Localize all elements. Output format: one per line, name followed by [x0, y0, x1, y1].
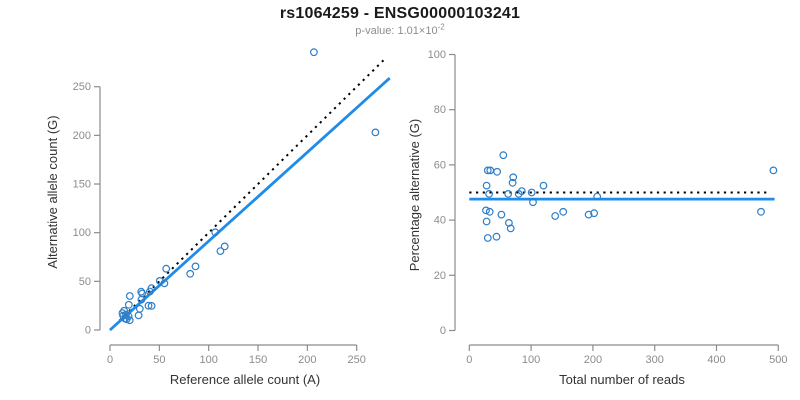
y-tick-label: 0	[85, 325, 91, 337]
data-point	[160, 279, 169, 288]
y-tick-label: 250	[73, 81, 91, 93]
percentage-alternative-plot: 0 20 40 60 80 100 0 100 200 300 400 500 Total number…	[407, 49, 787, 387]
data-point	[310, 48, 318, 57]
data-point	[527, 188, 536, 197]
data-point	[125, 292, 134, 300]
data-point	[137, 287, 146, 296]
data-point	[483, 234, 492, 242]
x-axis-title: Total number of reads	[559, 372, 685, 387]
y-tick-label: 80	[434, 104, 446, 116]
data-point	[493, 167, 502, 176]
data-point	[485, 207, 494, 216]
data-point	[482, 217, 491, 226]
y-axis-title: Percentage alternative (G)	[407, 119, 422, 271]
data-point	[191, 262, 200, 271]
figure-subtitle: p-value: 1.01×10-2	[0, 22, 800, 37]
x-tick-label: 150	[249, 354, 267, 366]
x-tick-label: 500	[769, 354, 787, 366]
data-point	[485, 189, 494, 198]
data-point	[508, 178, 517, 187]
x-tick-label: 300	[646, 354, 664, 366]
y-tick-label: 20	[434, 270, 446, 282]
x-tick-label: 200	[298, 354, 316, 366]
figure-title: rs1064259 - ENSG00000103241	[279, 5, 521, 22]
data-point	[517, 187, 526, 196]
percentage-alternative-points	[482, 151, 778, 242]
y-tick-label: 100	[73, 227, 91, 239]
data-point	[505, 218, 513, 227]
data-point	[499, 151, 508, 160]
data-point	[125, 316, 134, 325]
data-point	[162, 264, 171, 273]
data-point	[593, 192, 602, 201]
data-point	[147, 284, 156, 293]
fit-line	[109, 76, 391, 332]
data-point	[584, 210, 593, 219]
data-point	[551, 212, 560, 220]
data-point	[506, 224, 515, 233]
data-point	[504, 189, 513, 198]
allele-counts-points	[118, 48, 380, 325]
x-tick-label: 100	[200, 354, 218, 366]
x-tick-label: 0	[107, 354, 113, 366]
data-point	[216, 247, 225, 256]
allele-counts-plot: 0 50 100 150 200 250 0 50 100 150 200 250 Reference …	[45, 48, 391, 387]
data-point	[497, 210, 506, 219]
data-point	[482, 181, 491, 190]
y-tick-label: 40	[434, 215, 446, 227]
data-point	[757, 207, 765, 216]
p-value-exponent: -2	[437, 22, 445, 32]
data-point	[539, 181, 548, 190]
x-axis-title: Reference allele count (A)	[170, 372, 320, 387]
data-point	[483, 166, 492, 175]
data-point	[529, 198, 537, 207]
x-tick-label: 250	[348, 354, 366, 366]
x-tick-label: 200	[584, 354, 602, 366]
data-point	[492, 232, 501, 241]
data-point	[559, 207, 568, 216]
y-tick-label: 200	[73, 130, 91, 142]
x-tick-label: 100	[522, 354, 540, 366]
data-point	[147, 302, 156, 310]
data-point	[134, 311, 143, 320]
y-axis-title: Alternative allele count (G)	[45, 115, 60, 268]
data-point	[124, 300, 133, 309]
data-point	[120, 306, 128, 315]
identity-line	[109, 56, 388, 331]
y-tick-label: 100	[428, 49, 446, 61]
data-point	[186, 269, 195, 278]
data-point	[482, 206, 490, 215]
y-tick-label: 0	[440, 325, 446, 337]
data-point	[590, 209, 598, 218]
x-tick-label: 50	[153, 354, 165, 366]
data-point	[144, 301, 153, 310]
x-tick-label: 0	[466, 354, 472, 366]
y-tick-label: 50	[79, 276, 91, 288]
p-value-text: p-value: 1.01×10	[355, 25, 438, 37]
data-point	[371, 128, 380, 137]
data-point	[769, 166, 778, 175]
data-point	[137, 295, 146, 304]
data-point	[220, 242, 229, 251]
data-point	[509, 173, 518, 182]
data-point	[211, 228, 220, 237]
y-tick-label: 60	[434, 159, 446, 171]
data-point	[135, 304, 144, 313]
x-tick-label: 400	[707, 354, 725, 366]
y-tick-label: 150	[73, 179, 91, 191]
